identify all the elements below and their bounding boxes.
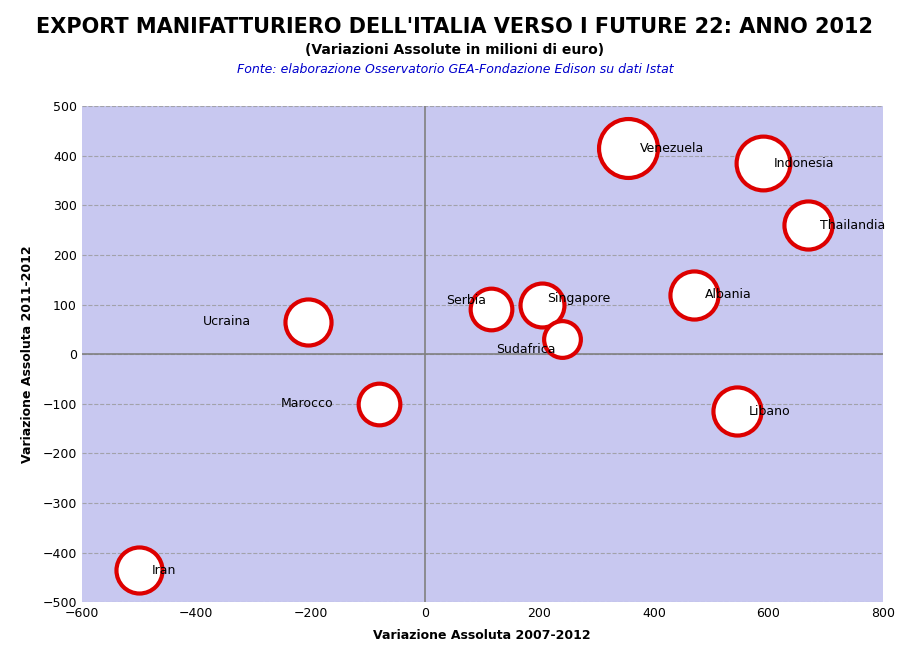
Text: Venezuela: Venezuela: [640, 142, 703, 155]
Point: [372, 399, 387, 409]
Text: Indonesia: Indonesia: [774, 156, 834, 169]
Text: Thailandia: Thailandia: [820, 218, 885, 232]
Point: [621, 143, 635, 154]
Text: Singapore: Singapore: [547, 292, 611, 305]
Point: [300, 316, 315, 327]
Point: [555, 334, 570, 345]
Point: [687, 289, 702, 300]
Point: [730, 406, 744, 416]
Text: Fonte: elaborazione Osservatorio GEA-Fondazione Edison su dati Istat: Fonte: elaborazione Osservatorio GEA-Fon…: [237, 63, 673, 76]
Text: Albania: Albania: [705, 288, 753, 301]
Point: [132, 565, 147, 575]
Text: Ucraina: Ucraina: [203, 315, 250, 328]
Text: Serbia: Serbia: [446, 294, 486, 307]
Text: Marocco: Marocco: [281, 397, 334, 410]
Text: Sudafrica: Sudafrica: [496, 343, 555, 355]
Point: [801, 220, 815, 230]
Text: Iran: Iran: [152, 563, 176, 577]
X-axis label: Variazione Assoluta 2007-2012: Variazione Assoluta 2007-2012: [373, 629, 592, 641]
Point: [755, 158, 770, 168]
Y-axis label: Variazione Assoluta 2011-2012: Variazione Assoluta 2011-2012: [21, 246, 35, 463]
Text: EXPORT MANIFATTURIERO DELL'ITALIA VERSO I FUTURE 22: ANNO 2012: EXPORT MANIFATTURIERO DELL'ITALIA VERSO …: [36, 17, 874, 36]
Point: [535, 299, 550, 310]
Text: (Variazioni Assolute in milioni di euro): (Variazioni Assolute in milioni di euro): [306, 43, 604, 57]
Text: Libano: Libano: [748, 404, 790, 418]
Point: [483, 305, 498, 315]
